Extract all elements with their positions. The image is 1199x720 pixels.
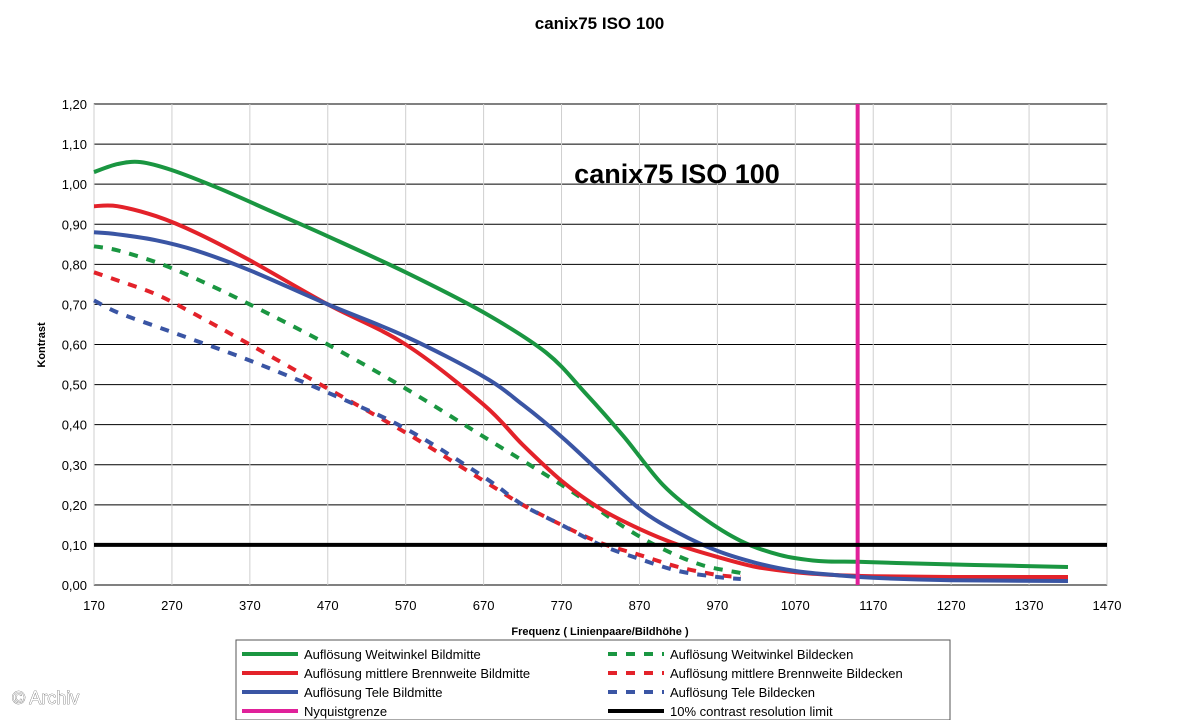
reference-lines (94, 104, 1107, 585)
legend-label: Auflösung mittlere Brennweite Bildmitte (304, 666, 530, 681)
y-tick-label: 0,00 (62, 578, 87, 593)
y-tick-label: 0,20 (62, 498, 87, 513)
y-tick-label: 0,30 (62, 458, 87, 473)
page-title: canix75 ISO 100 (534, 14, 665, 33)
legend-label: Auflösung Weitwinkel Bildmitte (304, 647, 481, 662)
y-tick-label: 0,60 (62, 338, 87, 353)
inner-chart-title: canix75 ISO 100 (574, 159, 780, 189)
legend-label: Auflösung Weitwinkel Bildecken (670, 647, 853, 662)
y-tick-labels: 0,00 0,10 0,20 0,30 0,40 0,50 0,60 0,70 0,80 0,90… (62, 97, 87, 593)
y-axis-label: Kontrast (36, 322, 48, 368)
y-tick-label: 1,20 (62, 97, 87, 112)
x-tick-label: 1370 (1015, 598, 1044, 613)
x-tick-label: 370 (239, 598, 261, 613)
grid-lines (93, 103, 1108, 586)
x-tick-labels: 170 270 370 470 570 670 770 870 970 1070 1170 1270 1… (83, 598, 1121, 613)
y-tick-label: 0,50 (62, 378, 87, 393)
x-tick-label: 1070 (781, 598, 810, 613)
x-tick-label: 1470 (1093, 598, 1122, 613)
y-tick-label: 0,90 (62, 217, 87, 232)
legend-label: 10% contrast resolution limit (670, 704, 833, 719)
series-line-1 (93, 159, 1069, 569)
y-tick-label: 0,70 (62, 297, 87, 312)
series-line-5 (93, 230, 1069, 583)
x-tick-label: 570 (395, 598, 417, 613)
legend-label: Auflösung mittlere Brennweite Bildecken (670, 666, 903, 681)
y-tick-label: 0,10 (62, 538, 87, 553)
series-line-2 (93, 244, 742, 575)
legend-box (235, 639, 951, 720)
x-tick-label: 170 (83, 598, 105, 613)
x-tick-label: 470 (317, 598, 339, 613)
legend: Auflösung Weitwinkel Bildmitte Auflösung … (242, 647, 903, 719)
y-tick-label: 0,80 (62, 257, 87, 272)
y-tick-label: 1,10 (62, 137, 87, 152)
legend-label: Nyquistgrenze (304, 704, 387, 719)
x-tick-label: 770 (551, 598, 573, 613)
y-tick-label: 0,40 (62, 418, 87, 433)
x-axis-label: Frequenz ( Linienpaare/Bildhöhe ) (511, 626, 689, 638)
x-tick-label: 870 (629, 598, 651, 613)
series-lines (93, 159, 1069, 583)
x-tick-label: 1170 (859, 598, 887, 613)
x-tick-label: 270 (161, 598, 183, 613)
watermark-text: © Archiv (12, 688, 79, 708)
x-tick-label: 1270 (937, 598, 966, 613)
legend-label: Auflösung Tele Bildecken (670, 685, 815, 700)
x-tick-label: 670 (473, 598, 495, 613)
legend-label: Auflösung Tele Bildmitte (304, 685, 443, 700)
y-tick-label: 1,00 (62, 177, 87, 192)
x-tick-label: 970 (707, 598, 729, 613)
